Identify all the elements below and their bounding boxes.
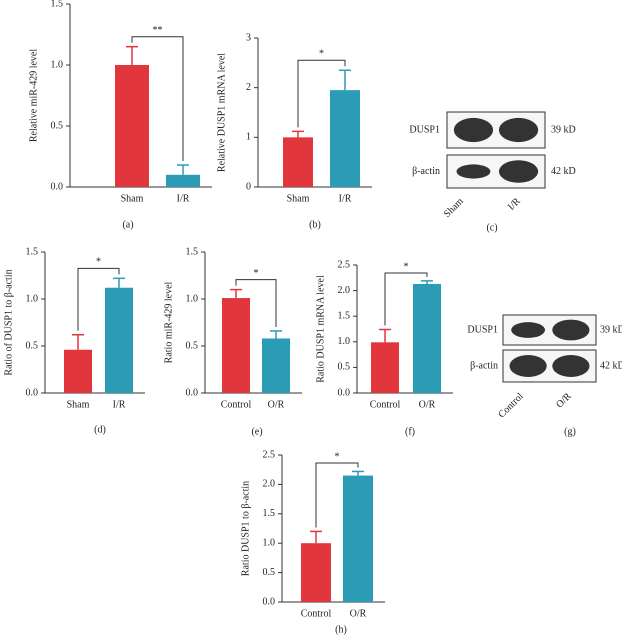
blot-row-label: β-actin	[470, 360, 498, 371]
x-tick-label: Sham	[287, 193, 310, 204]
y-tick-label: 0.0	[263, 596, 276, 607]
y-tick-label: 0.0	[51, 181, 64, 192]
y-axis-label: Relative DUSP1 mRNA level	[216, 53, 227, 172]
significance: *	[319, 49, 324, 60]
significance: *	[96, 257, 101, 268]
blot-band	[498, 117, 539, 143]
bar	[413, 283, 441, 393]
y-tick-label: 1	[246, 132, 251, 143]
significance: *	[254, 268, 259, 279]
y-axis-label: Ratio miR-429 level	[163, 281, 174, 363]
y-tick-label: 1.0	[26, 293, 39, 304]
y-tick-label: 0.5	[338, 362, 351, 373]
blot-band	[509, 355, 547, 377]
y-tick-label: 2	[246, 82, 251, 93]
blot-row-label: β-actin	[412, 166, 440, 177]
significance-bracket	[297, 59, 346, 128]
blot-row-label: DUSP1	[467, 324, 498, 335]
bar	[105, 287, 133, 393]
panel-label: (c)	[486, 222, 497, 233]
blot-row-label: DUSP1	[409, 124, 440, 135]
y-tick-label: 0	[246, 181, 251, 192]
bar	[301, 543, 331, 602]
x-tick-label: O/R	[350, 608, 367, 619]
y-tick-label: 2.0	[263, 479, 276, 490]
significance-bracket	[77, 267, 120, 331]
bar	[371, 342, 399, 393]
blot-size-label: 42 kD	[600, 360, 622, 371]
y-axis-label: Ratio of DUSP1 to β-actin	[3, 269, 14, 375]
y-tick-label: 0.5	[26, 340, 39, 351]
y-tick-label: 1.0	[263, 537, 276, 548]
blot-band	[453, 117, 494, 143]
y-tick-label: 1.0	[186, 293, 199, 304]
bar	[222, 298, 250, 393]
significance-bracket	[235, 279, 277, 327]
panel-label: (h)	[335, 624, 347, 635]
y-tick-label: 1.5	[338, 310, 351, 321]
y-tick-label: 1.5	[186, 246, 199, 257]
x-tick-label: O/R	[419, 399, 436, 410]
y-tick-label: 0.0	[186, 387, 199, 398]
y-tick-label: 0.0	[26, 387, 39, 398]
y-axis-label: Relative miR-429 level	[28, 49, 39, 143]
blot-size-label: 39 kD	[600, 324, 622, 335]
y-axis-label: Ratio DUSP1 to β-actin	[240, 481, 251, 576]
y-tick-label: 1.5	[51, 0, 64, 9]
y-tick-label: 0.5	[186, 340, 199, 351]
blot-size-label: 39 kD	[551, 124, 576, 135]
blot-size-label: 42 kD	[551, 166, 576, 177]
x-tick-label: Control	[370, 399, 401, 410]
panel-label: (a)	[122, 219, 133, 230]
y-tick-label: 0.0	[338, 387, 351, 398]
bar	[115, 65, 149, 187]
significance-bracket	[384, 272, 428, 326]
y-tick-label: 2.0	[338, 285, 351, 296]
bar	[262, 338, 290, 393]
y-tick-label: 0.5	[263, 567, 276, 578]
lane-label: Control	[496, 391, 526, 421]
bar	[330, 90, 360, 187]
bar	[283, 137, 313, 187]
x-tick-label: I/R	[339, 193, 352, 204]
panel-label: (d)	[94, 424, 106, 435]
y-tick-label: 1.5	[263, 508, 276, 519]
x-tick-label: I/R	[113, 399, 126, 410]
lane-label: O/R	[554, 391, 574, 411]
blot-band	[511, 322, 546, 338]
panel-label: (b)	[309, 219, 321, 230]
blot-band	[456, 164, 491, 179]
y-tick-label: 1.0	[51, 59, 64, 70]
blot-band	[552, 319, 590, 341]
x-tick-label: Control	[221, 399, 252, 410]
y-tick-label: 1.5	[26, 246, 39, 257]
bar	[166, 174, 200, 187]
y-tick-label: 2.5	[263, 449, 276, 460]
y-tick-label: 3	[246, 32, 251, 43]
significance: *	[335, 451, 340, 462]
x-tick-label: Control	[301, 608, 332, 619]
significance: *	[404, 261, 409, 272]
x-tick-label: Sham	[121, 193, 144, 204]
x-tick-label: I/R	[177, 193, 190, 204]
panel-label: (e)	[251, 426, 262, 437]
significance-bracket	[315, 462, 359, 528]
blot-band	[552, 355, 590, 377]
lane-label: I/R	[506, 196, 523, 213]
significance: **	[153, 25, 163, 36]
x-tick-label: O/R	[268, 399, 285, 410]
significance-bracket	[131, 36, 184, 162]
lane-label: Sham	[442, 196, 466, 220]
y-tick-label: 0.5	[51, 120, 64, 131]
panel-label: (f)	[405, 426, 415, 437]
y-tick-label: 2.5	[338, 259, 351, 270]
panel-label: (g)	[564, 426, 576, 437]
blot-band	[498, 160, 539, 183]
bar	[343, 475, 373, 602]
y-tick-label: 1.0	[338, 336, 351, 347]
x-tick-label: Sham	[67, 399, 90, 410]
bar	[64, 349, 92, 393]
y-axis-label: Ratio DUSP1 mRNA level	[315, 275, 326, 383]
